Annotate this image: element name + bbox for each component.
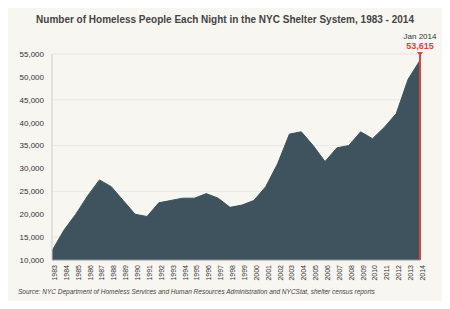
- svg-text:2011: 2011: [383, 265, 390, 280]
- svg-text:1986: 1986: [87, 265, 94, 281]
- svg-text:2001: 2001: [265, 265, 272, 281]
- svg-text:15,000: 15,000: [20, 233, 45, 242]
- svg-text:1999: 1999: [241, 265, 248, 281]
- svg-text:1989: 1989: [122, 265, 129, 281]
- svg-text:50,000: 50,000: [20, 73, 45, 82]
- svg-text:35,000: 35,000: [20, 141, 45, 150]
- svg-text:1991: 1991: [146, 265, 153, 281]
- svg-text:2014: 2014: [419, 265, 426, 281]
- svg-text:1997: 1997: [217, 265, 224, 281]
- svg-text:Jan 2014: Jan 2014: [404, 32, 437, 41]
- svg-text:2008: 2008: [348, 265, 355, 281]
- svg-text:20,000: 20,000: [20, 210, 45, 219]
- svg-text:1993: 1993: [170, 265, 177, 281]
- svg-text:1992: 1992: [158, 265, 165, 281]
- svg-text:1990: 1990: [134, 265, 141, 281]
- svg-text:30,000: 30,000: [20, 164, 45, 173]
- svg-text:1995: 1995: [193, 265, 200, 281]
- svg-text:45,000: 45,000: [20, 96, 45, 105]
- svg-text:25,000: 25,000: [20, 187, 45, 196]
- svg-text:1996: 1996: [205, 265, 212, 281]
- svg-text:1998: 1998: [229, 265, 236, 281]
- svg-text:2007: 2007: [336, 265, 343, 281]
- svg-text:55,000: 55,000: [20, 50, 45, 59]
- svg-text:2002: 2002: [277, 265, 284, 281]
- svg-text:53,615: 53,615: [406, 41, 434, 51]
- svg-text:2012: 2012: [395, 265, 402, 281]
- svg-text:2005: 2005: [312, 265, 319, 281]
- svg-text:2010: 2010: [371, 265, 378, 281]
- svg-text:2013: 2013: [407, 265, 414, 281]
- html-text:Number of Homeless People Each: Number of Homeless People Each Night in …: [36, 14, 414, 25]
- svg-text:1988: 1988: [110, 265, 117, 281]
- svg-text:1994: 1994: [182, 265, 189, 281]
- svg-text:2003: 2003: [288, 265, 295, 281]
- svg-text:2000: 2000: [253, 265, 260, 281]
- svg-text:1987: 1987: [98, 265, 105, 281]
- svg-text:1984: 1984: [63, 265, 70, 281]
- svg-text:40,000: 40,000: [20, 119, 45, 128]
- svg-text:10,000: 10,000: [20, 256, 45, 265]
- svg-text:2009: 2009: [360, 265, 367, 281]
- html-text:Source: NYC Department of Home: Source: NYC Department of Homeless Servi…: [18, 288, 375, 295]
- svg-text:2006: 2006: [324, 265, 331, 281]
- svg-text:1985: 1985: [75, 265, 82, 281]
- svg-text:2004: 2004: [300, 265, 307, 281]
- svg-text:1983: 1983: [51, 265, 58, 281]
